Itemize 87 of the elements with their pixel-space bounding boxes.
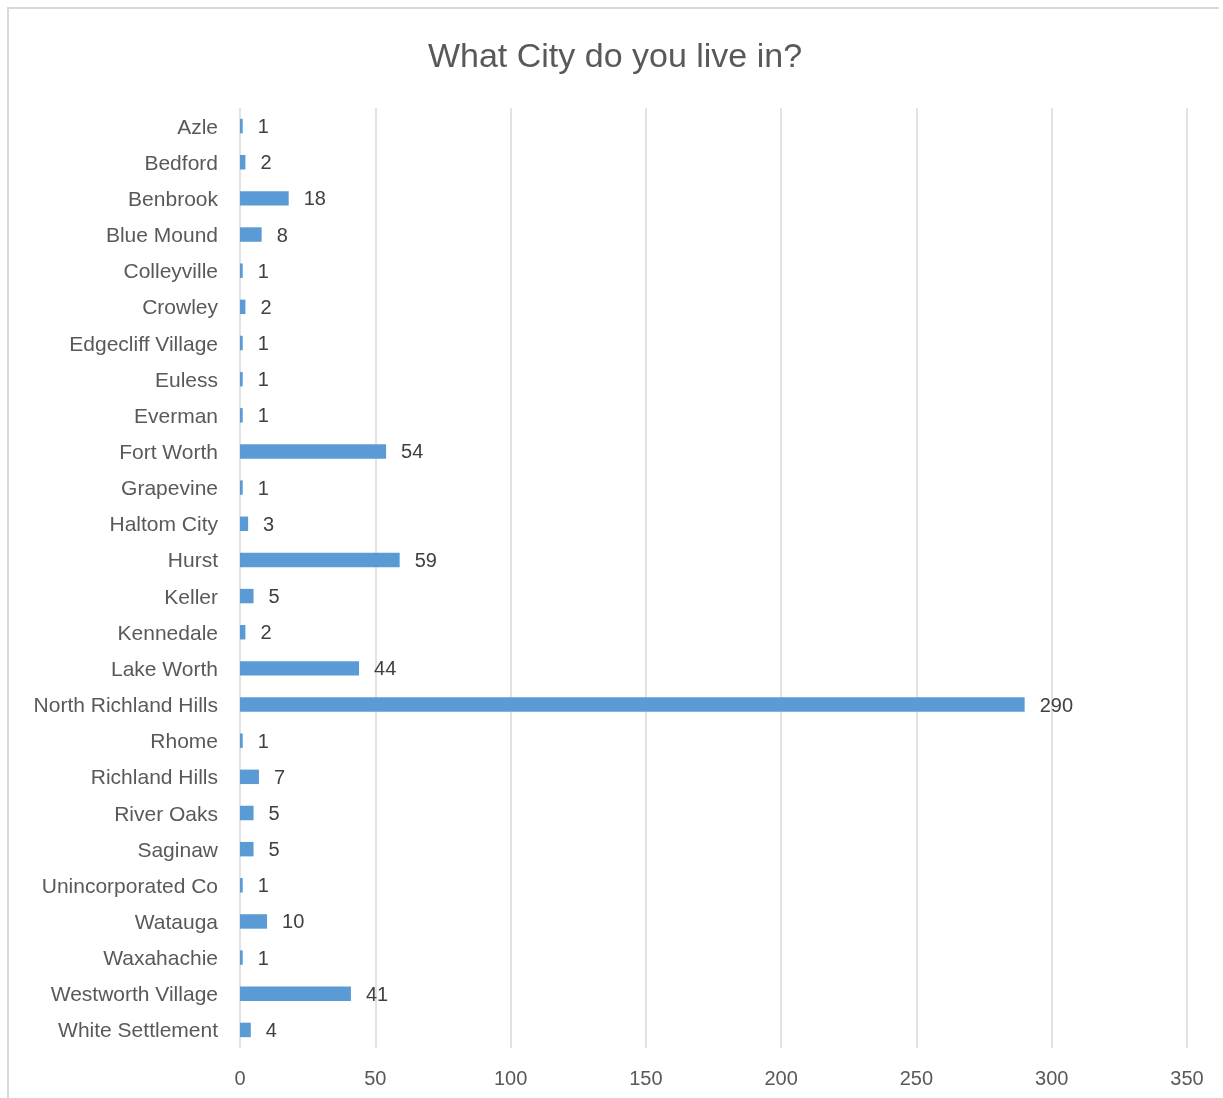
y-tick-label: Colleyville [123, 259, 218, 283]
y-tick-label: Hurst [167, 548, 219, 572]
bar [240, 588, 254, 604]
bar [240, 444, 387, 459]
bar [240, 878, 243, 893]
y-tick-label: Bedford [144, 150, 218, 174]
data-label: 4 [265, 1018, 277, 1041]
data-label: 1 [257, 476, 269, 499]
bar [240, 118, 243, 134]
y-tick-label: Richland Hills [90, 765, 218, 789]
y-tick-label: Watauga [134, 909, 219, 933]
bar [240, 697, 1025, 712]
data-label: 41 [365, 982, 389, 1005]
y-tick-label: Euless [154, 367, 218, 391]
y-tick-label: Kennedale [117, 620, 218, 644]
data-label: 1 [257, 946, 269, 969]
y-tick-label: Waxahachie [103, 946, 218, 970]
bar [240, 335, 243, 351]
data-label: 1 [257, 874, 269, 897]
x-tick-label: 200 [764, 1067, 798, 1089]
bar [240, 155, 246, 170]
data-label: 44 [374, 657, 397, 680]
bar [240, 408, 243, 423]
bar [240, 625, 246, 640]
bar [240, 299, 246, 315]
data-label: 3 [263, 512, 275, 535]
y-tick-label: Grapevine [121, 476, 218, 500]
y-tick-label: White Settlement [58, 1018, 219, 1042]
bar [240, 841, 254, 857]
y-tick-label: Saginaw [137, 837, 219, 861]
x-tick-label: 250 [899, 1067, 934, 1089]
data-label: 59 [414, 548, 437, 571]
y-tick-label: Lake Worth [111, 656, 218, 680]
data-label: 10 [282, 910, 305, 933]
y-tick-label: Rhome [150, 729, 218, 753]
y-tick-label: Edgecliff Village [69, 331, 218, 355]
bar [240, 661, 360, 676]
bar [240, 263, 243, 278]
data-label: 18 [303, 187, 326, 210]
bar [240, 950, 243, 965]
data-label: 1 [257, 115, 269, 138]
data-label: 7 [273, 765, 286, 788]
y-tick-label: Haltom City [109, 512, 219, 536]
bar [240, 191, 289, 206]
bar [240, 371, 243, 387]
bar [240, 986, 351, 1001]
data-label: 1 [257, 259, 269, 282]
data-label: 1 [257, 368, 269, 391]
y-tick-label: Blue Mound [105, 223, 218, 247]
data-label: 290 [1039, 693, 1074, 716]
y-tick-label: River Oaks [114, 801, 218, 825]
data-label: 2 [260, 621, 272, 644]
y-tick-label: Westworth Village [50, 982, 218, 1006]
x-tick-label: 100 [493, 1067, 528, 1089]
data-label: 2 [260, 151, 272, 174]
chart-title: What City do you live in? [427, 36, 803, 74]
bar [240, 480, 243, 495]
x-tick-label: 350 [1170, 1067, 1204, 1089]
bar [240, 227, 262, 242]
y-tick-label: Benbrook [128, 186, 219, 210]
y-tick-label: Crowley [142, 295, 219, 319]
bar [240, 516, 249, 531]
y-tick-label: Fort Worth [119, 439, 218, 463]
data-label: 5 [268, 585, 280, 608]
y-tick-label: Unincorporated Co [41, 873, 218, 897]
bar [240, 769, 259, 785]
data-label: 5 [268, 802, 280, 824]
bar [240, 914, 268, 929]
data-label: 1 [257, 729, 269, 752]
bar [240, 805, 254, 821]
data-label: 1 [257, 332, 269, 354]
data-label: 1 [257, 404, 269, 427]
x-tick-label: 300 [1035, 1067, 1069, 1089]
bar [240, 552, 400, 568]
x-tick-label: 150 [629, 1067, 663, 1089]
y-tick-label: Azle [177, 114, 218, 138]
x-tick-label: 50 [364, 1067, 387, 1089]
bar [240, 733, 243, 748]
data-label: 2 [260, 295, 272, 318]
y-tick-label: North Richland Hills [33, 693, 218, 717]
y-tick-label: Everman [133, 403, 218, 427]
x-tick-label: 0 [234, 1067, 246, 1089]
y-tick-label: Keller [164, 584, 218, 608]
data-label: 5 [268, 838, 280, 861]
bar [240, 1022, 251, 1038]
data-label: 8 [276, 223, 288, 246]
data-label: 54 [401, 440, 424, 463]
